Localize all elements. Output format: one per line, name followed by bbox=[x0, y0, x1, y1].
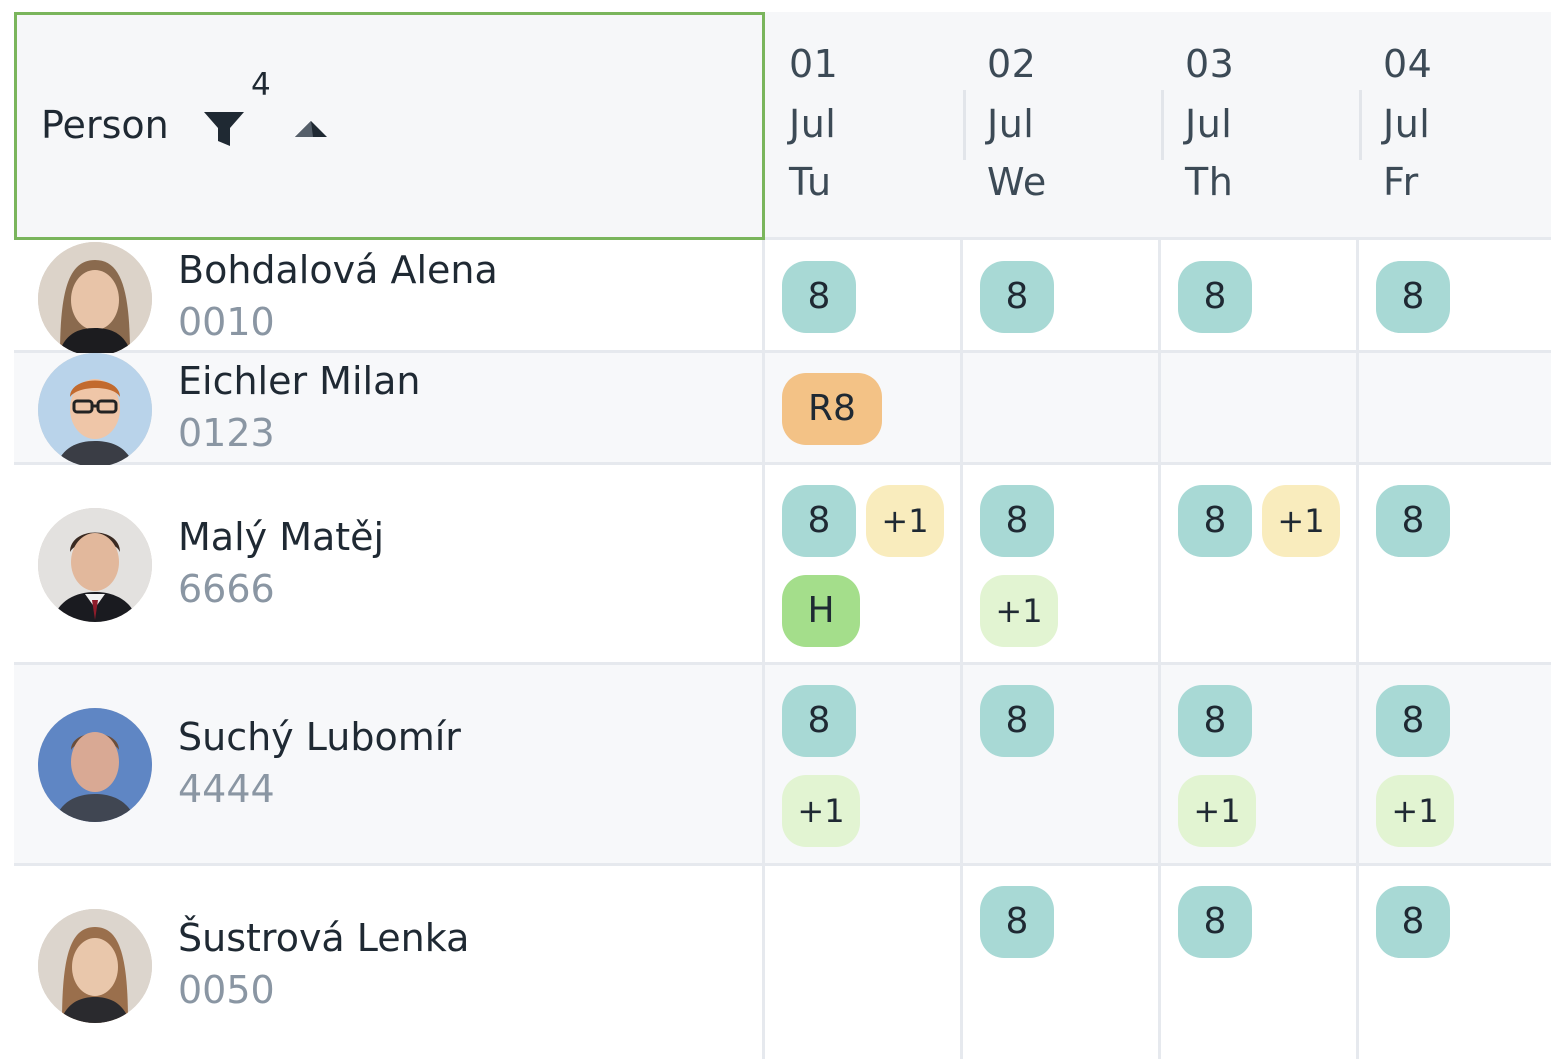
day-month: Jul bbox=[789, 102, 837, 146]
shift-chip[interactable]: 8 bbox=[980, 886, 1054, 958]
schedule-grid: Person 4 01 Jul Tu 02 Jul We 03 Jul Th bbox=[14, 12, 1551, 1059]
day-cell[interactable]: 8 bbox=[1359, 240, 1551, 350]
day-cell[interactable]: 8 bbox=[1161, 240, 1359, 350]
person-photo-icon bbox=[38, 708, 152, 822]
person-name: Eichler Milan bbox=[178, 359, 421, 403]
day-cell[interactable] bbox=[963, 353, 1161, 462]
person-cell[interactable]: Bohdalová Alena 0010 bbox=[14, 240, 765, 356]
person-name: Bohdalová Alena bbox=[178, 248, 498, 292]
table-row[interactable]: Bohdalová Alena 0010 8 8 8 8 bbox=[14, 240, 1551, 356]
person-code: 0050 bbox=[178, 968, 275, 1012]
day-cell[interactable] bbox=[1359, 353, 1551, 462]
day-number: 01 bbox=[789, 42, 839, 86]
person-code: 4444 bbox=[178, 767, 275, 811]
shift-chip[interactable]: 8 bbox=[980, 685, 1054, 757]
shift-chip[interactable]: 8 bbox=[782, 261, 856, 333]
shift-chip[interactable]: 8 bbox=[782, 685, 856, 757]
day-month: Jul bbox=[987, 102, 1035, 146]
table-row[interactable]: Eichler Milan 0123 R8 bbox=[14, 353, 1551, 467]
day-cell[interactable]: R8 bbox=[765, 353, 963, 462]
day-cell[interactable] bbox=[1161, 353, 1359, 462]
person-header-label: Person bbox=[41, 103, 169, 147]
day-cell[interactable]: 8 +1 bbox=[963, 465, 1161, 662]
avatar bbox=[38, 353, 152, 467]
header-separator bbox=[1359, 90, 1362, 160]
filter-count-badge: 4 bbox=[251, 67, 271, 103]
day-cell[interactable]: 8 bbox=[1161, 866, 1359, 1059]
day-header-01[interactable]: 01 Jul Tu bbox=[765, 12, 963, 237]
sort-ascending-icon[interactable] bbox=[293, 119, 329, 139]
day-cell[interactable]: 8 +1 bbox=[1161, 665, 1359, 863]
shift-chip[interactable]: 8 bbox=[1376, 886, 1450, 958]
person-cell[interactable]: Malý Matěj 6666 bbox=[14, 465, 765, 662]
day-month: Jul bbox=[1383, 102, 1431, 146]
day-cell[interactable]: 8 +1 H bbox=[765, 465, 963, 662]
day-cell[interactable]: 8 +1 bbox=[1161, 465, 1359, 662]
person-photo-icon bbox=[38, 242, 152, 356]
shift-chip[interactable]: 8 bbox=[980, 261, 1054, 333]
day-cell[interactable]: 8 bbox=[1359, 465, 1551, 662]
table-row[interactable]: Šustrová Lenka 0050 8 8 8 bbox=[14, 866, 1551, 1059]
header-separator bbox=[963, 90, 966, 160]
table-row[interactable]: Suchý Lubomír 4444 8 +1 8 8 +1 8 +1 bbox=[14, 665, 1551, 866]
table-row[interactable]: Malý Matěj 6666 8 +1 H 8 +1 8 +1 8 bbox=[14, 465, 1551, 665]
overtime-chip[interactable]: +1 bbox=[1178, 775, 1256, 847]
day-cell[interactable]: 8 bbox=[963, 240, 1161, 350]
overtime-chip[interactable]: +1 bbox=[1376, 775, 1454, 847]
shift-chip[interactable]: 8 bbox=[1178, 886, 1252, 958]
day-header-04[interactable]: 04 Jul Fr bbox=[1359, 12, 1551, 237]
overtime-chip[interactable]: +1 bbox=[980, 575, 1058, 647]
avatar bbox=[38, 508, 152, 622]
shift-chip[interactable]: 8 bbox=[1178, 685, 1252, 757]
shift-chip[interactable]: 8 bbox=[1376, 485, 1450, 557]
shift-chip[interactable]: 8 bbox=[1178, 485, 1252, 557]
filter-icon[interactable] bbox=[203, 111, 245, 149]
day-weekday: Fr bbox=[1383, 160, 1419, 204]
person-name: Malý Matěj bbox=[178, 515, 385, 559]
day-cell[interactable]: 8 +1 bbox=[1359, 665, 1551, 863]
person-name: Suchý Lubomír bbox=[178, 715, 461, 759]
header-separator bbox=[1161, 90, 1164, 160]
person-photo-icon bbox=[38, 909, 152, 1023]
day-number: 04 bbox=[1383, 42, 1433, 86]
person-name: Šustrová Lenka bbox=[178, 916, 470, 960]
person-cell[interactable]: Šustrová Lenka 0050 bbox=[14, 866, 765, 1059]
day-cell[interactable]: 8 bbox=[765, 240, 963, 350]
shift-chip[interactable]: 8 bbox=[782, 485, 856, 557]
person-photo-icon bbox=[38, 353, 152, 467]
holiday-chip[interactable]: H bbox=[782, 575, 860, 647]
avatar bbox=[38, 708, 152, 822]
shift-chip[interactable]: 8 bbox=[1376, 261, 1450, 333]
shift-chip[interactable]: 8 bbox=[980, 485, 1054, 557]
day-cell[interactable]: 8 bbox=[963, 866, 1161, 1059]
overtime-chip[interactable]: +1 bbox=[866, 485, 944, 557]
avatar bbox=[38, 909, 152, 1023]
day-weekday: Tu bbox=[789, 160, 832, 204]
person-code: 6666 bbox=[178, 567, 275, 611]
day-weekday: We bbox=[987, 160, 1047, 204]
day-cell[interactable]: 8 +1 bbox=[765, 665, 963, 863]
person-code: 0123 bbox=[178, 411, 275, 455]
shift-chip[interactable]: 8 bbox=[1376, 685, 1450, 757]
person-photo-icon bbox=[38, 508, 152, 622]
person-code: 0010 bbox=[178, 300, 275, 344]
person-cell[interactable]: Eichler Milan 0123 bbox=[14, 353, 765, 467]
day-header-03[interactable]: 03 Jul Th bbox=[1161, 12, 1359, 237]
overtime-chip[interactable]: +1 bbox=[1262, 485, 1340, 557]
day-cell[interactable] bbox=[765, 866, 963, 1059]
person-column-header[interactable]: Person 4 bbox=[14, 12, 765, 240]
day-number: 03 bbox=[1185, 42, 1235, 86]
shift-chip[interactable]: R8 bbox=[782, 373, 882, 445]
day-month: Jul bbox=[1185, 102, 1233, 146]
shift-chip[interactable]: 8 bbox=[1178, 261, 1252, 333]
day-cell[interactable]: 8 bbox=[963, 665, 1161, 863]
day-number: 02 bbox=[987, 42, 1037, 86]
person-cell[interactable]: Suchý Lubomír 4444 bbox=[14, 665, 765, 863]
day-cell[interactable]: 8 bbox=[1359, 866, 1551, 1059]
avatar bbox=[38, 242, 152, 356]
day-weekday: Th bbox=[1185, 160, 1234, 204]
overtime-chip[interactable]: +1 bbox=[782, 775, 860, 847]
days-header: 01 Jul Tu 02 Jul We 03 Jul Th 04 Jul Fr bbox=[765, 12, 1551, 240]
day-header-02[interactable]: 02 Jul We bbox=[963, 12, 1161, 237]
